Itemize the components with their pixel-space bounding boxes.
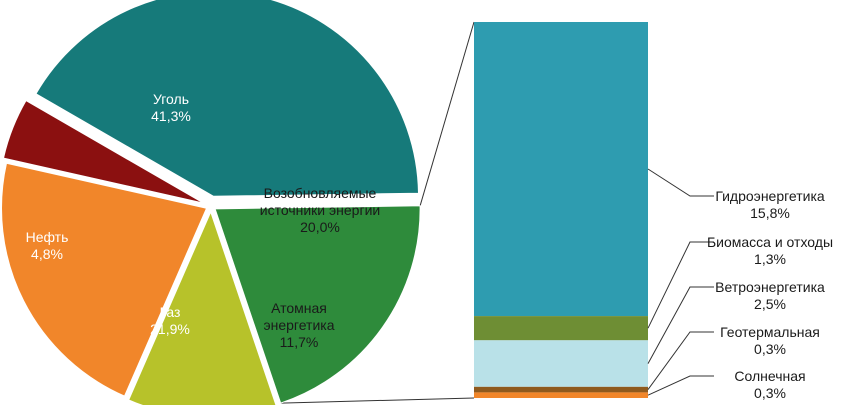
connector-line: [419, 21, 475, 206]
bar-leader-lines: [647, 168, 714, 396]
bar-segment-label: Геотермальная 0,3%: [720, 324, 820, 357]
bar-leader-line: [647, 375, 714, 396]
bar-segment: [474, 316, 648, 341]
pie-slice: [2, 99, 204, 204]
pie-slice-label: Возобновляемые источники энергии 20,0%: [260, 185, 380, 235]
pie-slice: [35, 0, 420, 197]
bar-labels: Гидроэнергетика 15,8% Биомасса и отходы 1,3…: [707, 188, 833, 401]
pie-slice: [214, 205, 421, 404]
pie-slice-label: Атомная энергетика 11,7%: [263, 300, 334, 350]
bar-segment-label: Гидроэнергетика 15,8%: [715, 188, 825, 221]
bar-segment-label: Ветроэнергетика 2,5%: [715, 279, 825, 312]
pie-chart: [1, 0, 421, 405]
bar-segment: [474, 340, 648, 387]
bar-segment: [474, 386, 648, 393]
bar-leader-line: [647, 286, 714, 364]
bar-leader-line: [647, 168, 714, 197]
pie-slice-label: Нефть 4,8%: [26, 229, 69, 262]
pie-labels: Уголь 41,3% Возобновляемые источники энерги…: [26, 91, 381, 350]
stacked-bar: [474, 22, 648, 398]
bar-leader-line: [647, 241, 714, 329]
connector-lines: [280, 21, 475, 404]
pie-slice: [1, 162, 208, 397]
bar-segment: [474, 22, 648, 317]
bar-segment-label: Солнечная 0,3%: [734, 368, 805, 401]
pie-slice: [128, 210, 277, 405]
connector-line: [280, 397, 475, 404]
pie-slice-label: Газ 21,9%: [150, 304, 190, 337]
bar-leader-line: [647, 331, 714, 390]
bar-segment-label: Биомасса и отходы 1,3%: [707, 234, 833, 267]
bar-segment: [474, 392, 648, 398]
pie-slice-label: Уголь 41,3%: [151, 91, 191, 124]
